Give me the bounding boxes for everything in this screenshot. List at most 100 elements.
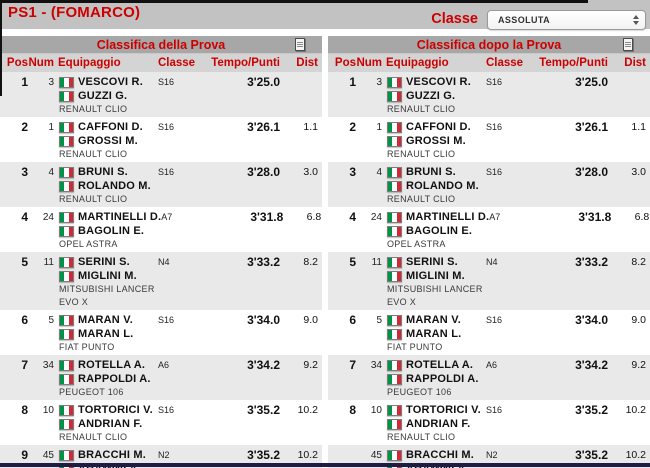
codriver-name: ROLANDO M. xyxy=(78,180,151,192)
document-icon[interactable] xyxy=(623,38,633,51)
driver-name: BRACCHI M. xyxy=(406,449,474,461)
codriver-line: GUZZI G. xyxy=(387,89,486,103)
class-cell: A6 xyxy=(158,360,170,370)
italy-flag-icon xyxy=(59,135,74,147)
italy-flag-icon xyxy=(387,211,402,223)
italy-flag-icon xyxy=(387,449,402,461)
car-number-cell: 34 xyxy=(42,360,54,371)
class-cell: S16 xyxy=(486,77,503,87)
italy-flag-icon xyxy=(59,359,74,371)
time-cell: 3'26.1 xyxy=(247,120,280,134)
codriver-line: MIGLINI M. xyxy=(387,269,486,283)
driver-line: VESCOVI R. xyxy=(387,75,486,89)
codriver-line: MIGLINI M. xyxy=(59,269,158,283)
driver-line: MARTINELLI D. xyxy=(387,210,489,224)
car-number-cell: 34 xyxy=(370,360,382,371)
column-header-row: Pos Num Equipaggio Classe Tempo/Punti Di… xyxy=(0,54,322,72)
crew-cell: VESCOVI R. GUZZI G. RENAULT CLIO xyxy=(54,75,158,116)
gap-cell: 1.1 xyxy=(631,121,646,133)
italy-flag-icon xyxy=(59,373,74,385)
gap-cell: 10.2 xyxy=(297,449,318,461)
codriver-name: RAPPOLDI A. xyxy=(78,373,151,385)
table-row: 4 24 MARTINELLI D. BAGOLIN E. OPEL ASTRA… xyxy=(328,207,650,252)
car-number-cell: 3 xyxy=(376,77,382,88)
page-title: PS1 - (FOMARCO) xyxy=(8,4,141,21)
table-row: 3 4 BRUNI S. ROLANDO M. RENAULT CLIO S16… xyxy=(328,162,650,207)
table-row: 6 5 MARAN V. MARAN L. FIAT PUNTO S16 3'3… xyxy=(328,310,650,355)
page-header: PS1 - (FOMARCO) Classe ASSOLUTA xyxy=(0,0,650,30)
driver-line: MARAN V. xyxy=(387,313,486,327)
position-cell: 2 xyxy=(21,120,28,134)
driver-name: BRUNI S. xyxy=(78,166,128,178)
car-model: RENAULT CLIO xyxy=(387,194,456,204)
driver-line: BRUNI S. xyxy=(59,165,158,179)
col-pos: Pos xyxy=(6,57,28,69)
gap-cell: 10.2 xyxy=(625,404,646,416)
car-number-cell: 10 xyxy=(370,405,382,416)
class-cell: S16 xyxy=(158,315,175,325)
position-cell: 4 xyxy=(349,210,356,224)
italy-flag-icon xyxy=(387,225,402,237)
italy-flag-icon xyxy=(59,121,74,133)
driver-name: VESCOVI R. xyxy=(406,76,471,88)
crew-cell: VESCOVI R. GUZZI G. RENAULT CLIO xyxy=(382,75,486,116)
driver-line: BRACCHI M. xyxy=(387,448,486,462)
class-cell: S16 xyxy=(486,122,503,132)
driver-line: VESCOVI R. xyxy=(59,75,158,89)
col-equipaggio: Equipaggio xyxy=(58,57,121,69)
codriver-line: GROSSI M. xyxy=(59,134,158,148)
time-cell: 3'34.0 xyxy=(575,313,608,327)
car-model: RENAULT CLIO xyxy=(59,194,128,204)
codriver-line: ROLANDO M. xyxy=(59,179,158,193)
italy-flag-icon xyxy=(59,180,74,192)
window-top-edge xyxy=(0,0,588,3)
time-cell: 3'31.8 xyxy=(250,210,284,224)
italy-flag-icon xyxy=(59,418,74,430)
time-cell: 3'34.2 xyxy=(247,358,280,372)
classe-select[interactable]: ASSOLUTA xyxy=(487,10,646,30)
table-row: 1 3 VESCOVI R. GUZZI G. RENAULT CLIO S16… xyxy=(328,72,650,117)
car-number-cell: 1 xyxy=(48,122,54,133)
gap-cell xyxy=(280,75,322,116)
gap-cell: 8.2 xyxy=(631,256,646,268)
car-model: MITSUBISHI LANCER EVO X xyxy=(59,284,155,307)
car-model: OPEL ASTRA xyxy=(387,239,446,249)
position-cell: 2 xyxy=(349,120,356,134)
car-model: FIAT PUNTO xyxy=(59,342,115,352)
time-cell: 3'25.0 xyxy=(247,75,280,89)
document-icon[interactable] xyxy=(295,38,305,51)
crew-cell: CAFFONI D. GROSSI M. RENAULT CLIO xyxy=(382,120,486,161)
crew-cell: BRUNI S. ROLANDO M. RENAULT CLIO xyxy=(54,165,158,206)
gap-cell xyxy=(608,75,650,116)
crew-cell: TORTORICI V. ANDRIAN F. RENAULT CLIO xyxy=(382,403,486,444)
codriver-line: ROLANDO M. xyxy=(387,179,486,193)
car-model: RENAULT CLIO xyxy=(387,104,456,114)
italy-flag-icon xyxy=(387,180,402,192)
driver-name: BRUNI S. xyxy=(406,166,456,178)
gap-cell: 3.0 xyxy=(303,166,318,178)
italy-flag-icon xyxy=(59,256,74,268)
italy-flag-icon xyxy=(387,328,402,340)
position-cell: 1 xyxy=(21,75,28,89)
italy-flag-icon xyxy=(59,270,74,282)
table-body: 1 3 VESCOVI R. GUZZI G. RENAULT CLIO S16… xyxy=(328,72,650,468)
table-title-text: Classifica della Prova xyxy=(96,38,226,52)
position-cell: 8 xyxy=(21,403,28,417)
crew-cell: TORTORICI V. ANDRIAN F. RENAULT CLIO xyxy=(54,403,158,444)
codriver-line: BAGOLIN E. xyxy=(59,224,161,238)
codriver-line: ANDRIAN F. xyxy=(59,417,158,431)
gap-cell: 9.0 xyxy=(303,314,318,326)
table-title: Classifica dopo la Prova xyxy=(328,36,650,54)
codriver-name: MARAN L. xyxy=(78,328,134,340)
table-row: 5 11 SERINI S. MIGLINI M. MITSUBISHI LAN… xyxy=(0,252,322,310)
class-cell: S16 xyxy=(158,167,175,177)
position-cell: 3 xyxy=(21,165,28,179)
time-cell: 3'35.2 xyxy=(247,403,280,417)
car-model: RENAULT CLIO xyxy=(387,432,456,442)
italy-flag-icon xyxy=(387,135,402,147)
class-cell: S16 xyxy=(158,122,175,132)
classe-label: Classe xyxy=(431,11,478,27)
position-cell: 5 xyxy=(21,255,28,269)
car-model: PEUGEOT 106 xyxy=(59,387,124,397)
time-cell: 3'25.0 xyxy=(575,75,608,89)
